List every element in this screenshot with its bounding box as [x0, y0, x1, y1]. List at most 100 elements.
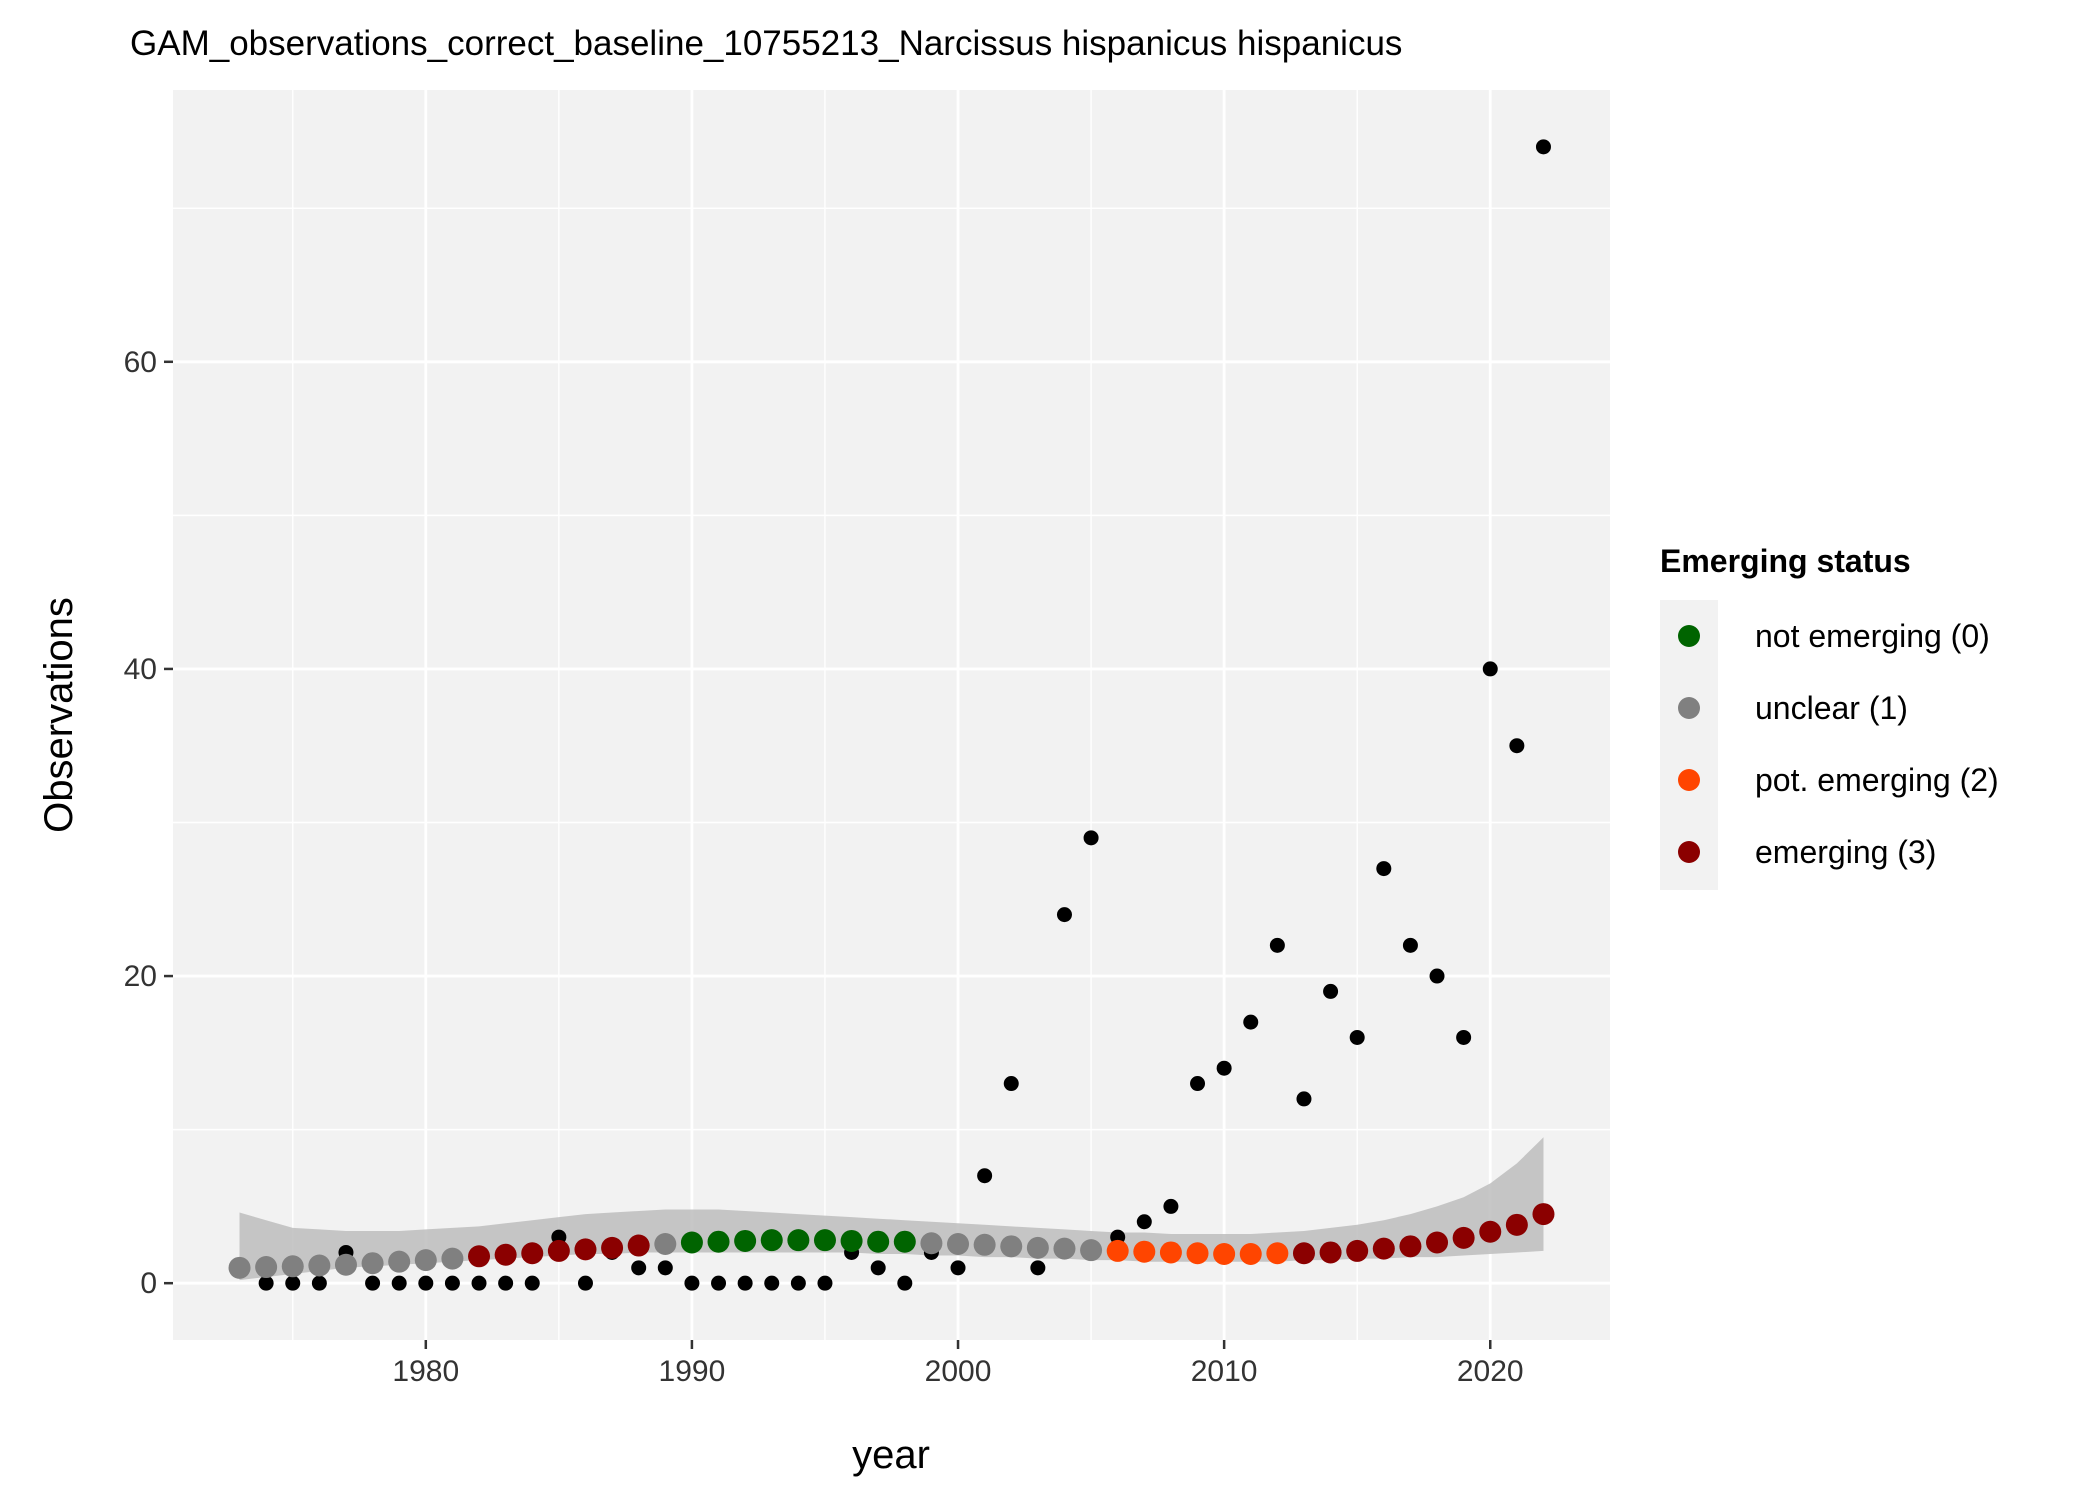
- legend-key-status-3: [1678, 841, 1700, 863]
- legend-label-status-1: unclear (1): [1755, 690, 1908, 726]
- observation-point: [1057, 907, 1072, 922]
- fitted-point: [521, 1242, 543, 1264]
- fitted-point: [974, 1234, 996, 1256]
- observation-point: [1190, 1076, 1205, 1091]
- fitted-point: [681, 1231, 703, 1253]
- observation-point: [472, 1276, 487, 1291]
- fitted-point: [1213, 1243, 1235, 1265]
- y-tick-label: 40: [124, 653, 157, 686]
- observation-point: [897, 1276, 912, 1291]
- legend-label-status-2: pot. emerging (2): [1755, 762, 1999, 798]
- observation-point: [1376, 861, 1391, 876]
- legend-key-status-1: [1678, 697, 1700, 719]
- observation-point: [312, 1276, 327, 1291]
- fitted-point: [601, 1237, 623, 1259]
- fitted-point: [1320, 1241, 1342, 1263]
- x-axis: 1980 1990 2000 2010 2020: [392, 1340, 1523, 1388]
- observation-point: [1403, 938, 1418, 953]
- fitted-point: [761, 1229, 783, 1251]
- observation-point: [1243, 1015, 1258, 1030]
- fitted-point: [362, 1252, 384, 1274]
- fitted-point: [495, 1244, 517, 1266]
- fitted-point: [335, 1254, 357, 1276]
- observation-point: [418, 1276, 433, 1291]
- observation-point: [791, 1276, 806, 1291]
- fitted-point: [1399, 1235, 1421, 1257]
- fitted-point: [1000, 1235, 1022, 1257]
- fitted-point: [1187, 1242, 1209, 1264]
- fitted-point: [468, 1245, 490, 1267]
- x-tick-label: 2000: [925, 1355, 992, 1388]
- legend: Emerging status not emerging (0) unclear …: [1660, 543, 1999, 890]
- fitted-point: [1133, 1241, 1155, 1263]
- x-tick-label: 1990: [659, 1355, 726, 1388]
- fitted-point: [282, 1255, 304, 1277]
- y-axis: 0 20 40 60: [124, 346, 173, 1300]
- fitted-point: [841, 1230, 863, 1252]
- observation-point: [1217, 1061, 1232, 1076]
- observation-point: [392, 1276, 407, 1291]
- fitted-point: [415, 1249, 437, 1271]
- observation-point: [285, 1276, 300, 1291]
- observation-point: [1004, 1076, 1019, 1091]
- fitted-point: [920, 1232, 942, 1254]
- x-tick-label: 1980: [392, 1355, 459, 1388]
- fitted-point: [787, 1229, 809, 1251]
- fitted-point: [708, 1231, 730, 1253]
- fitted-point: [1160, 1241, 1182, 1263]
- observation-point: [764, 1276, 779, 1291]
- fitted-point: [1346, 1240, 1368, 1262]
- fitted-point: [734, 1230, 756, 1252]
- observation-point: [498, 1276, 513, 1291]
- observation-point: [365, 1276, 380, 1291]
- fitted-point: [255, 1256, 277, 1278]
- y-tick-label: 20: [124, 960, 157, 993]
- observation-point: [1296, 1091, 1311, 1106]
- legend-label-status-3: emerging (3): [1755, 834, 1936, 870]
- fitted-point: [1080, 1239, 1102, 1261]
- fitted-point: [628, 1235, 650, 1257]
- observation-point: [631, 1260, 646, 1275]
- fitted-point: [1532, 1203, 1554, 1225]
- y-axis-title: Observations: [37, 597, 81, 833]
- x-tick-label: 2020: [1457, 1355, 1524, 1388]
- observation-point: [1430, 969, 1445, 984]
- fitted-point: [1506, 1214, 1528, 1236]
- fitted-point: [548, 1240, 570, 1262]
- legend-title: Emerging status: [1660, 543, 1911, 579]
- observation-point: [1270, 938, 1285, 953]
- y-tick-label: 0: [140, 1267, 157, 1300]
- observation-point: [684, 1276, 699, 1291]
- fitted-point: [1107, 1240, 1129, 1262]
- observation-point: [1509, 738, 1524, 753]
- observation-point: [738, 1276, 753, 1291]
- observation-point: [711, 1276, 726, 1291]
- x-tick-label: 2010: [1191, 1355, 1258, 1388]
- observation-point: [1323, 984, 1338, 999]
- fitted-point: [308, 1255, 330, 1277]
- fitted-point: [1240, 1243, 1262, 1265]
- observation-point: [578, 1276, 593, 1291]
- fitted-point: [1479, 1221, 1501, 1243]
- observation-point: [1137, 1214, 1152, 1229]
- y-tick-label: 60: [124, 346, 157, 379]
- legend-entries: not emerging (0) unclear (1) pot. emerging…: [1678, 618, 1999, 870]
- observation-point: [977, 1168, 992, 1183]
- fitted-point: [1266, 1242, 1288, 1264]
- legend-key-status-2: [1678, 769, 1700, 791]
- fitted-point: [814, 1229, 836, 1251]
- x-axis-title: year: [852, 1433, 930, 1477]
- chart-title: GAM_observations_correct_baseline_107552…: [130, 24, 1402, 63]
- fitted-point: [441, 1248, 463, 1270]
- observation-point: [445, 1276, 460, 1291]
- observation-point: [1163, 1199, 1178, 1214]
- fitted-point: [1293, 1242, 1315, 1264]
- fitted-point: [1053, 1238, 1075, 1260]
- fitted-point: [654, 1233, 676, 1255]
- fitted-point: [947, 1233, 969, 1255]
- fitted-point: [1426, 1231, 1448, 1253]
- observation-point: [1536, 139, 1551, 154]
- legend-key-status-0: [1678, 625, 1700, 647]
- observation-point: [1084, 830, 1099, 845]
